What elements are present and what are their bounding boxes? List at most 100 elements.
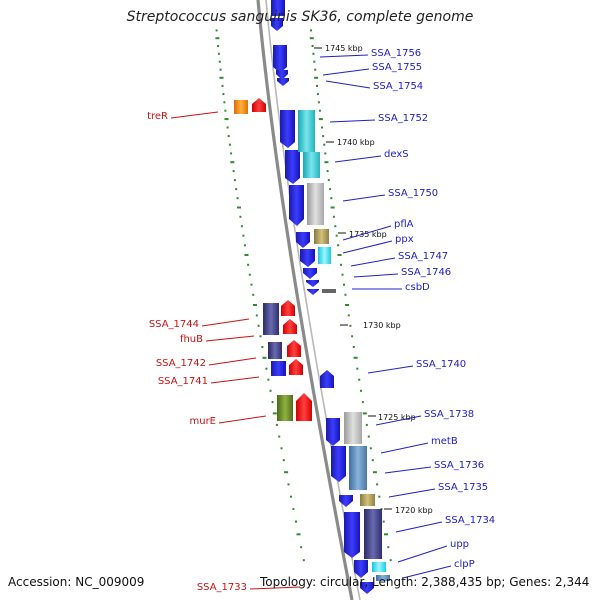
gene-feature[interactable] xyxy=(263,303,279,335)
gene-arrow[interactable] xyxy=(289,185,304,226)
gene-arrow[interactable] xyxy=(296,232,310,248)
gene-arrow[interactable] xyxy=(280,110,295,148)
gene-label-forward[interactable]: SSA_1754 xyxy=(373,81,423,92)
gene-label-forward[interactable]: SSA_1747 xyxy=(398,251,448,262)
gene-arrow[interactable] xyxy=(287,340,301,357)
gene-label-forward[interactable]: SSA_1734 xyxy=(445,515,495,526)
scale-tick xyxy=(309,37,314,40)
gene-label-leader-reverse xyxy=(201,318,250,327)
scale-tick xyxy=(324,152,327,155)
gene-label-reverse[interactable]: SSA_1741 xyxy=(158,376,208,387)
kbp-label: 1740 kbp xyxy=(337,138,375,147)
scale-tick xyxy=(221,84,224,87)
gene-label-forward[interactable]: csbD xyxy=(405,282,430,293)
scale-tick xyxy=(327,179,330,182)
gene-feature[interactable] xyxy=(314,229,329,244)
gene-label-forward[interactable]: ppx xyxy=(395,234,414,245)
gene-arrow[interactable] xyxy=(296,393,312,421)
gene-arrow[interactable] xyxy=(273,45,287,73)
gene-arrow[interactable] xyxy=(331,446,346,482)
scale-tick xyxy=(218,60,221,63)
gene-label-forward[interactable]: SSA_1738 xyxy=(424,409,474,420)
gene-feature[interactable] xyxy=(271,0,285,16)
gene-feature[interactable] xyxy=(318,247,331,264)
scale-tick xyxy=(351,335,354,338)
scale-tick xyxy=(265,367,268,370)
gene-label-reverse[interactable]: treR xyxy=(147,111,168,122)
gene-arrow[interactable] xyxy=(300,249,315,267)
gene-arrow[interactable] xyxy=(271,18,283,31)
scale-tick xyxy=(371,459,374,462)
scale-tick xyxy=(223,101,226,104)
gene-label-reverse[interactable]: SSA_1744 xyxy=(149,319,199,330)
gene-label-forward[interactable]: clpP xyxy=(454,559,475,570)
scale-tick xyxy=(267,378,270,381)
gene-arrow[interactable] xyxy=(339,495,353,507)
gene-arrow[interactable] xyxy=(307,289,319,295)
gene-feature[interactable] xyxy=(372,562,386,572)
gene-arrow[interactable] xyxy=(252,98,266,112)
scale-tick xyxy=(275,423,278,426)
gene-arrow[interactable] xyxy=(285,150,300,184)
gene-feature[interactable] xyxy=(303,152,320,178)
gene-arrow[interactable] xyxy=(281,300,295,316)
gene-feature[interactable] xyxy=(298,110,315,152)
scale-tick xyxy=(360,389,362,392)
gene-label-leader-reverse xyxy=(249,586,301,590)
gene-arrow[interactable] xyxy=(289,359,303,375)
scale-tick xyxy=(389,559,392,562)
gene-feature[interactable] xyxy=(376,575,390,581)
gene-label-forward[interactable]: SSA_1740 xyxy=(416,359,466,370)
gene-label-forward[interactable]: pflA xyxy=(394,219,414,230)
gene-label-forward[interactable]: SSA_1756 xyxy=(371,48,421,59)
gene-label-reverse[interactable]: SSA_1742 xyxy=(156,358,206,369)
gene-feature[interactable] xyxy=(234,100,248,114)
gene-feature[interactable] xyxy=(271,361,286,376)
gene-arrow[interactable] xyxy=(320,370,334,388)
gene-arrow[interactable] xyxy=(344,512,360,558)
gene-feature[interactable] xyxy=(349,446,367,490)
scale-tick xyxy=(317,101,320,104)
scale-tick xyxy=(215,37,220,40)
gene-feature[interactable] xyxy=(322,289,336,293)
gene-label-leader-reverse xyxy=(170,111,219,119)
gene-label-forward[interactable]: SSA_1736 xyxy=(434,460,484,471)
scale-tick xyxy=(239,215,242,218)
gene-arrow[interactable] xyxy=(277,78,289,86)
gene-label-forward[interactable]: SSA_1755 xyxy=(372,62,422,73)
gene-label-leader-forward xyxy=(322,68,370,76)
scale-tick xyxy=(230,152,233,155)
gene-feature[interactable] xyxy=(344,412,362,444)
gene-label-reverse[interactable]: murE xyxy=(189,416,216,427)
gene-arrow[interactable] xyxy=(360,582,374,594)
gene-label-forward[interactable]: SSA_1735 xyxy=(438,482,488,493)
gene-label-forward[interactable]: metB xyxy=(431,436,458,447)
scale-tick xyxy=(302,559,305,562)
gene-arrow[interactable] xyxy=(326,418,340,446)
scale-tick xyxy=(262,356,267,359)
gene-label-forward[interactable]: dexS xyxy=(384,149,409,160)
gene-arrow[interactable] xyxy=(303,268,317,279)
gene-arrow[interactable] xyxy=(283,319,297,334)
gene-arrow[interactable] xyxy=(306,280,319,287)
scale-tick xyxy=(344,293,347,296)
scale-tick xyxy=(341,273,344,276)
gene-label-forward[interactable]: upp xyxy=(450,539,469,550)
scale-tick xyxy=(367,435,370,438)
gene-label-leader-reverse xyxy=(210,376,260,384)
gene-label-forward[interactable]: SSA_1750 xyxy=(388,188,438,199)
gene-feature[interactable] xyxy=(307,183,324,225)
gene-feature[interactable] xyxy=(360,494,375,506)
gene-feature[interactable] xyxy=(277,395,293,421)
gene-arrow[interactable] xyxy=(276,70,288,80)
gene-label-forward[interactable]: SSA_1752 xyxy=(378,113,428,124)
gene-arrow[interactable] xyxy=(354,560,368,578)
gene-label-forward[interactable]: SSA_1746 xyxy=(401,267,451,278)
scale-tick xyxy=(257,324,260,327)
gene-label-reverse[interactable]: fhuB xyxy=(180,334,203,345)
gene-feature[interactable] xyxy=(364,509,382,559)
scale-tick xyxy=(296,533,301,536)
gene-label-reverse[interactable]: SSA_1733 xyxy=(197,582,247,593)
scale-tick xyxy=(361,401,364,404)
gene-feature[interactable] xyxy=(268,342,282,359)
